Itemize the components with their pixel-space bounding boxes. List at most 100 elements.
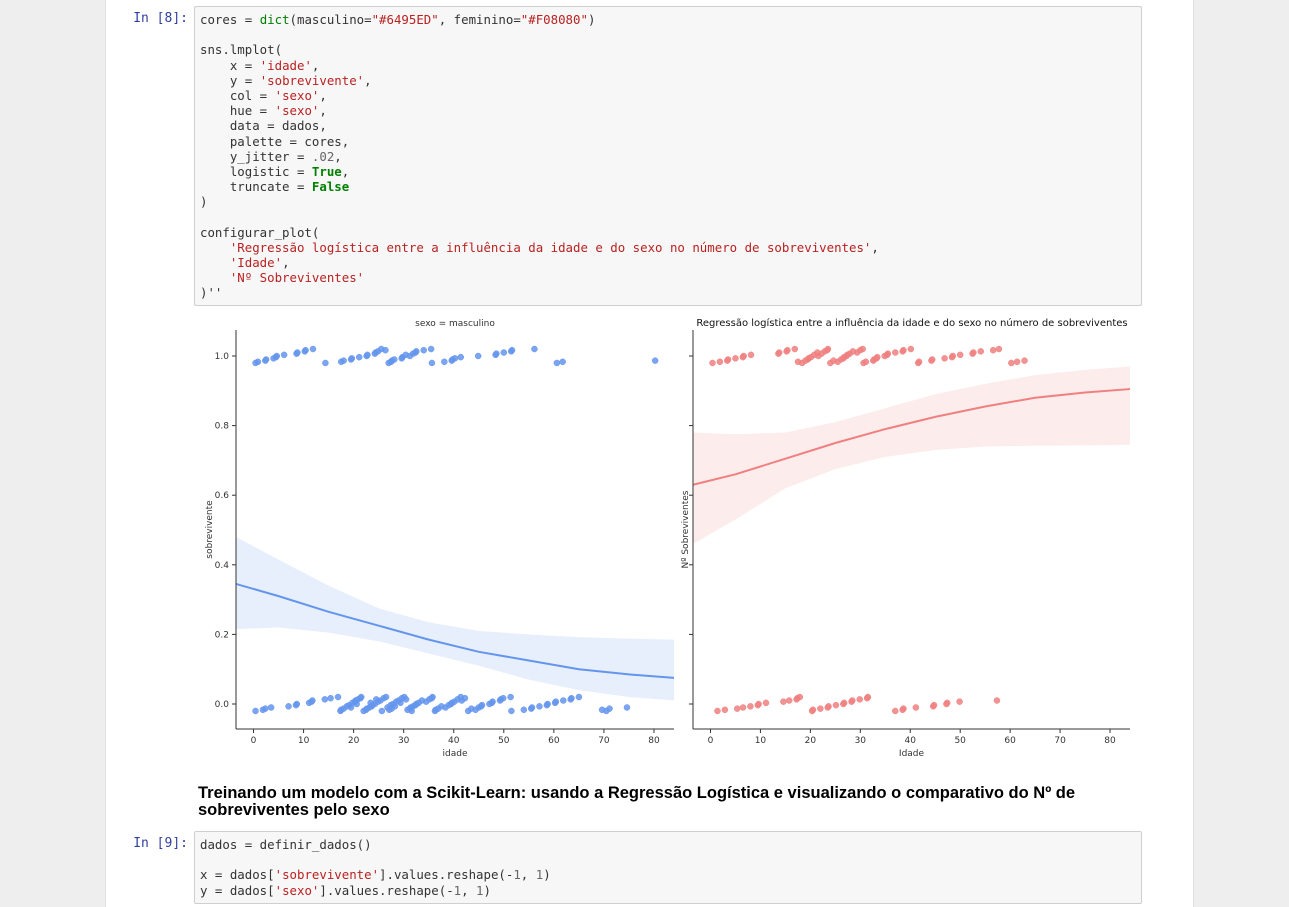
scatter-point bbox=[327, 694, 334, 702]
code-token: ].values.reshape(- bbox=[379, 867, 514, 883]
code-token: hue = bbox=[200, 103, 275, 119]
scatter-point bbox=[357, 693, 365, 701]
code-token: dados = definir_dados() bbox=[200, 837, 372, 852]
scatter-point bbox=[544, 700, 551, 708]
code-line: dados = definir_dados() bbox=[200, 837, 1141, 852]
scatter-point bbox=[809, 706, 817, 714]
code-token: , bbox=[871, 239, 879, 255]
scatter-point bbox=[280, 351, 288, 359]
regression-line bbox=[235, 582, 675, 679]
code-cell-editor[interactable]: dados = definir_dados()​x = dados['sobre… bbox=[194, 831, 1142, 904]
code-token: palette = cores, bbox=[200, 133, 350, 149]
scatter-point bbox=[309, 697, 316, 704]
scatter-point bbox=[273, 352, 280, 360]
code-token: , bbox=[311, 57, 320, 73]
scatter-point bbox=[531, 345, 538, 353]
scatter-point bbox=[794, 358, 802, 366]
x-tick-label: 80 bbox=[1104, 736, 1116, 746]
scatter-point bbox=[489, 698, 496, 705]
code-token: "#6495ED" bbox=[371, 12, 439, 27]
code-token: x = bbox=[200, 57, 260, 73]
scatter-point bbox=[849, 697, 856, 704]
x-tick-label: 50 bbox=[954, 736, 966, 746]
scatter-point bbox=[859, 345, 866, 353]
scatter-point bbox=[884, 350, 892, 357]
x-tick-label: 10 bbox=[755, 736, 767, 746]
x-tick-label: 0 bbox=[251, 736, 257, 746]
scatter-point bbox=[536, 703, 543, 710]
scatter-point bbox=[824, 345, 832, 353]
code-line: 'Idade', bbox=[200, 255, 1141, 270]
scatter-point bbox=[262, 356, 270, 363]
code-line: x = dados['sobrevivente'].values.reshape… bbox=[200, 867, 1141, 882]
code-text[interactable]: cores = dict(masculino="#6495ED", femini… bbox=[195, 7, 1141, 301]
scatter-point bbox=[427, 345, 435, 353]
scatter-point bbox=[340, 357, 347, 364]
panel-title: Regressão logística entre a influência d… bbox=[696, 317, 1127, 329]
confidence-band bbox=[693, 366, 1130, 544]
x-axis-label: idade bbox=[443, 749, 468, 759]
scatter-point bbox=[413, 348, 420, 355]
scatter-point bbox=[520, 706, 528, 714]
y-tick-label: 0.2 bbox=[215, 630, 229, 640]
scatter-point bbox=[970, 349, 977, 356]
scatter-point bbox=[552, 698, 560, 705]
scatter-point bbox=[373, 696, 380, 703]
scatter-point bbox=[598, 706, 606, 714]
code-token: data = dados, bbox=[200, 118, 327, 134]
code-token: , bbox=[520, 867, 536, 883]
code-token: truncate = bbox=[200, 179, 312, 195]
code-token: ].values.reshape(- bbox=[319, 882, 454, 898]
code-text[interactable]: dados = definir_dados()​x = dados['sobre… bbox=[195, 832, 1141, 898]
scatter-point bbox=[355, 353, 363, 361]
x-tick-label: 80 bbox=[648, 736, 660, 746]
code-line: y = 'sobrevivente', bbox=[200, 73, 1141, 88]
scatter-point bbox=[930, 701, 938, 709]
code-token bbox=[200, 255, 230, 270]
scatter-point bbox=[943, 699, 951, 707]
scatter-point bbox=[267, 704, 275, 711]
code-token: )'' bbox=[200, 285, 223, 301]
scatter-point bbox=[391, 356, 398, 363]
code-token: logistic = bbox=[200, 163, 312, 179]
regression-line bbox=[692, 388, 1131, 486]
scatter-point bbox=[457, 353, 465, 361]
code-token: y = bbox=[200, 72, 260, 88]
x-tick-label: 0 bbox=[708, 736, 714, 746]
scatter-point bbox=[420, 346, 427, 354]
code-token: y_jitter = bbox=[200, 148, 312, 164]
scatter-point bbox=[714, 707, 721, 715]
scatter-point bbox=[892, 349, 899, 356]
confidence-band bbox=[236, 536, 674, 701]
scatter-point bbox=[285, 703, 292, 710]
code-token: , bbox=[319, 87, 327, 103]
code-line: y_jitter = .02, bbox=[200, 149, 1141, 164]
code-token: 'Regressão logística entre a influência … bbox=[229, 239, 872, 255]
code-token: ) bbox=[483, 882, 491, 898]
scatter-point bbox=[796, 693, 804, 701]
code-line: ​ bbox=[200, 852, 1141, 867]
x-tick-label: 30 bbox=[398, 736, 410, 746]
code-token: , bbox=[334, 148, 342, 164]
code-cell-editor[interactable]: cores = dict(masculino="#6495ED", femini… bbox=[194, 6, 1142, 306]
code-token: y = dados[ bbox=[200, 882, 275, 898]
code-line: logistic = True, bbox=[200, 164, 1141, 179]
code-token: 'idade' bbox=[259, 57, 312, 73]
scatter-point bbox=[915, 358, 923, 366]
scatter-point bbox=[747, 351, 755, 359]
scatter-point bbox=[892, 707, 899, 715]
scatter-point bbox=[928, 356, 936, 363]
scatter-point bbox=[907, 345, 915, 353]
x-tick-label: 40 bbox=[905, 736, 917, 746]
scatter-point bbox=[457, 693, 465, 701]
code-token: 'sobrevivente' bbox=[259, 72, 365, 88]
scatter-point bbox=[401, 693, 408, 701]
code-token: ) bbox=[587, 12, 596, 27]
scatter-point bbox=[874, 353, 881, 361]
code-token: 1 bbox=[476, 882, 484, 898]
code-token: , feminino= bbox=[438, 12, 521, 27]
y-tick-label: 0.0 bbox=[215, 700, 230, 710]
scatter-point bbox=[791, 345, 799, 353]
scatter-point bbox=[302, 346, 309, 354]
scatter-point bbox=[733, 705, 741, 712]
